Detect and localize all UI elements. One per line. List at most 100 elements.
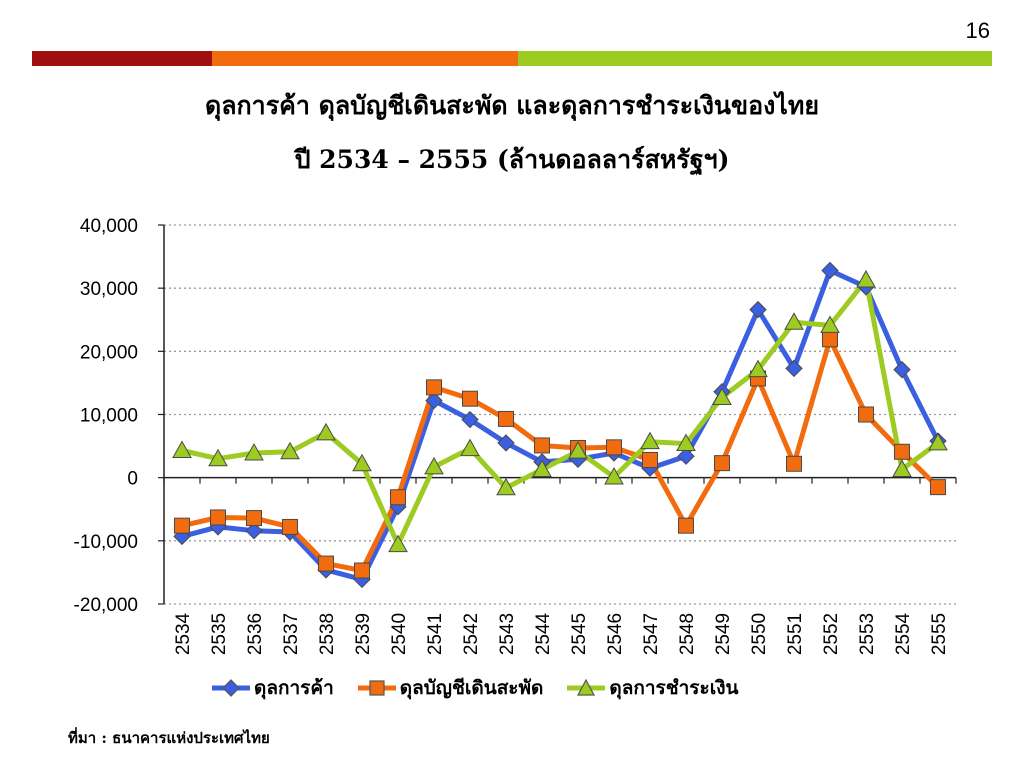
data-point-diamond (461, 410, 479, 429)
data-point-triangle (748, 359, 768, 378)
data-point-square (534, 437, 550, 454)
y-tick-label: 0 (127, 469, 138, 490)
x-tick-label: 2541 (425, 613, 446, 655)
legend-label-trade-balance: ดุลการค้า (254, 677, 334, 699)
data-point-diamond (245, 522, 263, 540)
x-tick-label: 2549 (713, 613, 734, 655)
chart-subtitle: ปี 2534 – 2555 (ล้านดอลลาร์สหรัฐฯ) (294, 145, 730, 174)
x-tick-label: 2538 (317, 613, 338, 655)
data-point-diamond (821, 261, 839, 280)
legend-marker-triangle-icon (567, 678, 606, 696)
data-point-triangle (676, 433, 696, 452)
x-tick-label: 2553 (857, 613, 878, 655)
data-point-triangle (820, 315, 840, 333)
page-number: 16 (965, 18, 990, 43)
legend-item-current-account: ดุลบัญชีเดินสะพัด (356, 673, 544, 703)
data-point-square (426, 379, 442, 396)
header-color-bar-red (32, 51, 212, 66)
data-point-square (354, 562, 370, 579)
data-point-diamond (749, 300, 767, 319)
data-point-triangle (856, 269, 876, 288)
header-color-bar-orange (212, 51, 518, 66)
y-tick-label: 40,000 (80, 216, 138, 237)
data-point-triangle (784, 312, 804, 330)
legend-label-current-account: ดุลบัญชีเดินสะพัด (399, 677, 544, 699)
x-tick-label: 2542 (461, 613, 482, 655)
data-point-square (930, 479, 946, 496)
data-point-triangle (424, 456, 444, 475)
data-point-triangle (460, 438, 480, 457)
data-point-diamond (677, 447, 695, 465)
x-tick-label: 2552 (821, 613, 842, 655)
data-point-diamond (893, 360, 911, 379)
x-tick-label: 2537 (281, 613, 302, 655)
x-tick-label: 2543 (497, 613, 518, 655)
data-point-square (390, 489, 406, 506)
x-tick-label: 2534 (173, 612, 194, 655)
data-point-triangle (316, 422, 336, 441)
x-tick-label: 2544 (533, 612, 554, 655)
y-tick-label: -20,000 (74, 595, 138, 616)
data-point-triangle (532, 459, 552, 477)
data-point-square (642, 451, 658, 468)
legend-item-balance-of-payments: ดุลการชำระเงิน (565, 673, 738, 703)
x-tick-label: 2536 (245, 613, 266, 655)
x-tick-label: 2535 (209, 613, 230, 655)
x-tick-label: 2548 (677, 613, 698, 655)
data-point-square (822, 331, 838, 348)
x-tick-label: 2540 (389, 613, 410, 655)
data-point-diamond (425, 391, 443, 410)
series-line-2 (179, 336, 941, 573)
data-point-triangle (244, 443, 264, 461)
data-point-triangle (496, 477, 516, 496)
y-tick-label: 30,000 (80, 279, 138, 300)
data-point-square (714, 455, 730, 472)
legend-label-balance-of-payments: ดุลการชำระเงิน (609, 677, 739, 699)
data-point-square (282, 518, 298, 535)
data-point-triangle (388, 534, 408, 553)
data-point-triangle (928, 432, 948, 451)
x-tick-label: 2554 (893, 612, 914, 655)
x-tick-label: 2545 (569, 613, 590, 655)
data-point-square (318, 555, 334, 572)
data-point-diamond (785, 359, 803, 378)
x-tick-label: 2551 (785, 613, 806, 655)
header-color-bar-green (518, 51, 992, 66)
y-tick-label: 20,000 (80, 342, 138, 363)
data-point-square (246, 510, 262, 527)
y-tick-label: -10,000 (74, 532, 138, 553)
data-point-triangle (352, 453, 372, 472)
data-point-triangle (568, 441, 588, 459)
data-point-square (606, 439, 622, 456)
data-point-triangle (172, 440, 192, 459)
data-point-square (858, 406, 874, 423)
x-tick-label: 2539 (353, 613, 374, 655)
data-point-square (678, 517, 694, 534)
data-point-square (894, 443, 910, 460)
data-point-square (462, 390, 478, 407)
x-tick-label: 2555 (929, 613, 950, 655)
data-point-triangle (892, 459, 912, 477)
data-point-triangle (280, 441, 300, 460)
data-point-diamond (497, 434, 515, 452)
legend-marker-diamond-icon (212, 679, 250, 697)
source-note: ที่มา : ธนาคารแห่งประเทศไทย (68, 729, 270, 747)
data-point-triangle (712, 387, 732, 405)
data-point-triangle (604, 467, 624, 485)
chart-title: ดุลการค้า ดุลบัญชีเดินสะพัด และดุลการชำร… (204, 91, 820, 120)
legend-item-trade-balance: ดุลการค้า (210, 673, 334, 703)
data-point-square (498, 410, 514, 427)
data-point-square (174, 517, 190, 534)
data-point-triangle (640, 431, 660, 450)
x-tick-label: 2550 (749, 613, 770, 655)
x-tick-label: 2547 (641, 613, 662, 655)
data-point-square (210, 509, 226, 526)
series-line-3 (179, 277, 941, 548)
legend-marker-square-icon (357, 680, 396, 696)
data-point-square (786, 455, 802, 472)
y-tick-label: 10,000 (80, 406, 138, 427)
x-tick-label: 2546 (605, 613, 626, 655)
data-point-triangle (208, 448, 228, 467)
chart-legend: ดุลการค้า ดุลบัญชีเดินสะพัด ดุลการชำระเง… (210, 668, 760, 708)
